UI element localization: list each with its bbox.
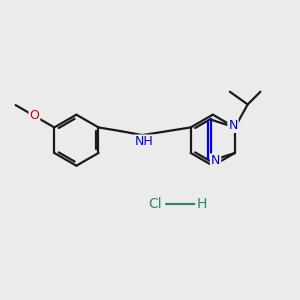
Text: O: O	[29, 110, 39, 122]
Text: NH: NH	[135, 136, 154, 148]
Text: Cl: Cl	[148, 197, 162, 211]
Text: H: H	[196, 197, 207, 211]
Text: N: N	[228, 119, 238, 132]
Text: N: N	[211, 154, 220, 167]
